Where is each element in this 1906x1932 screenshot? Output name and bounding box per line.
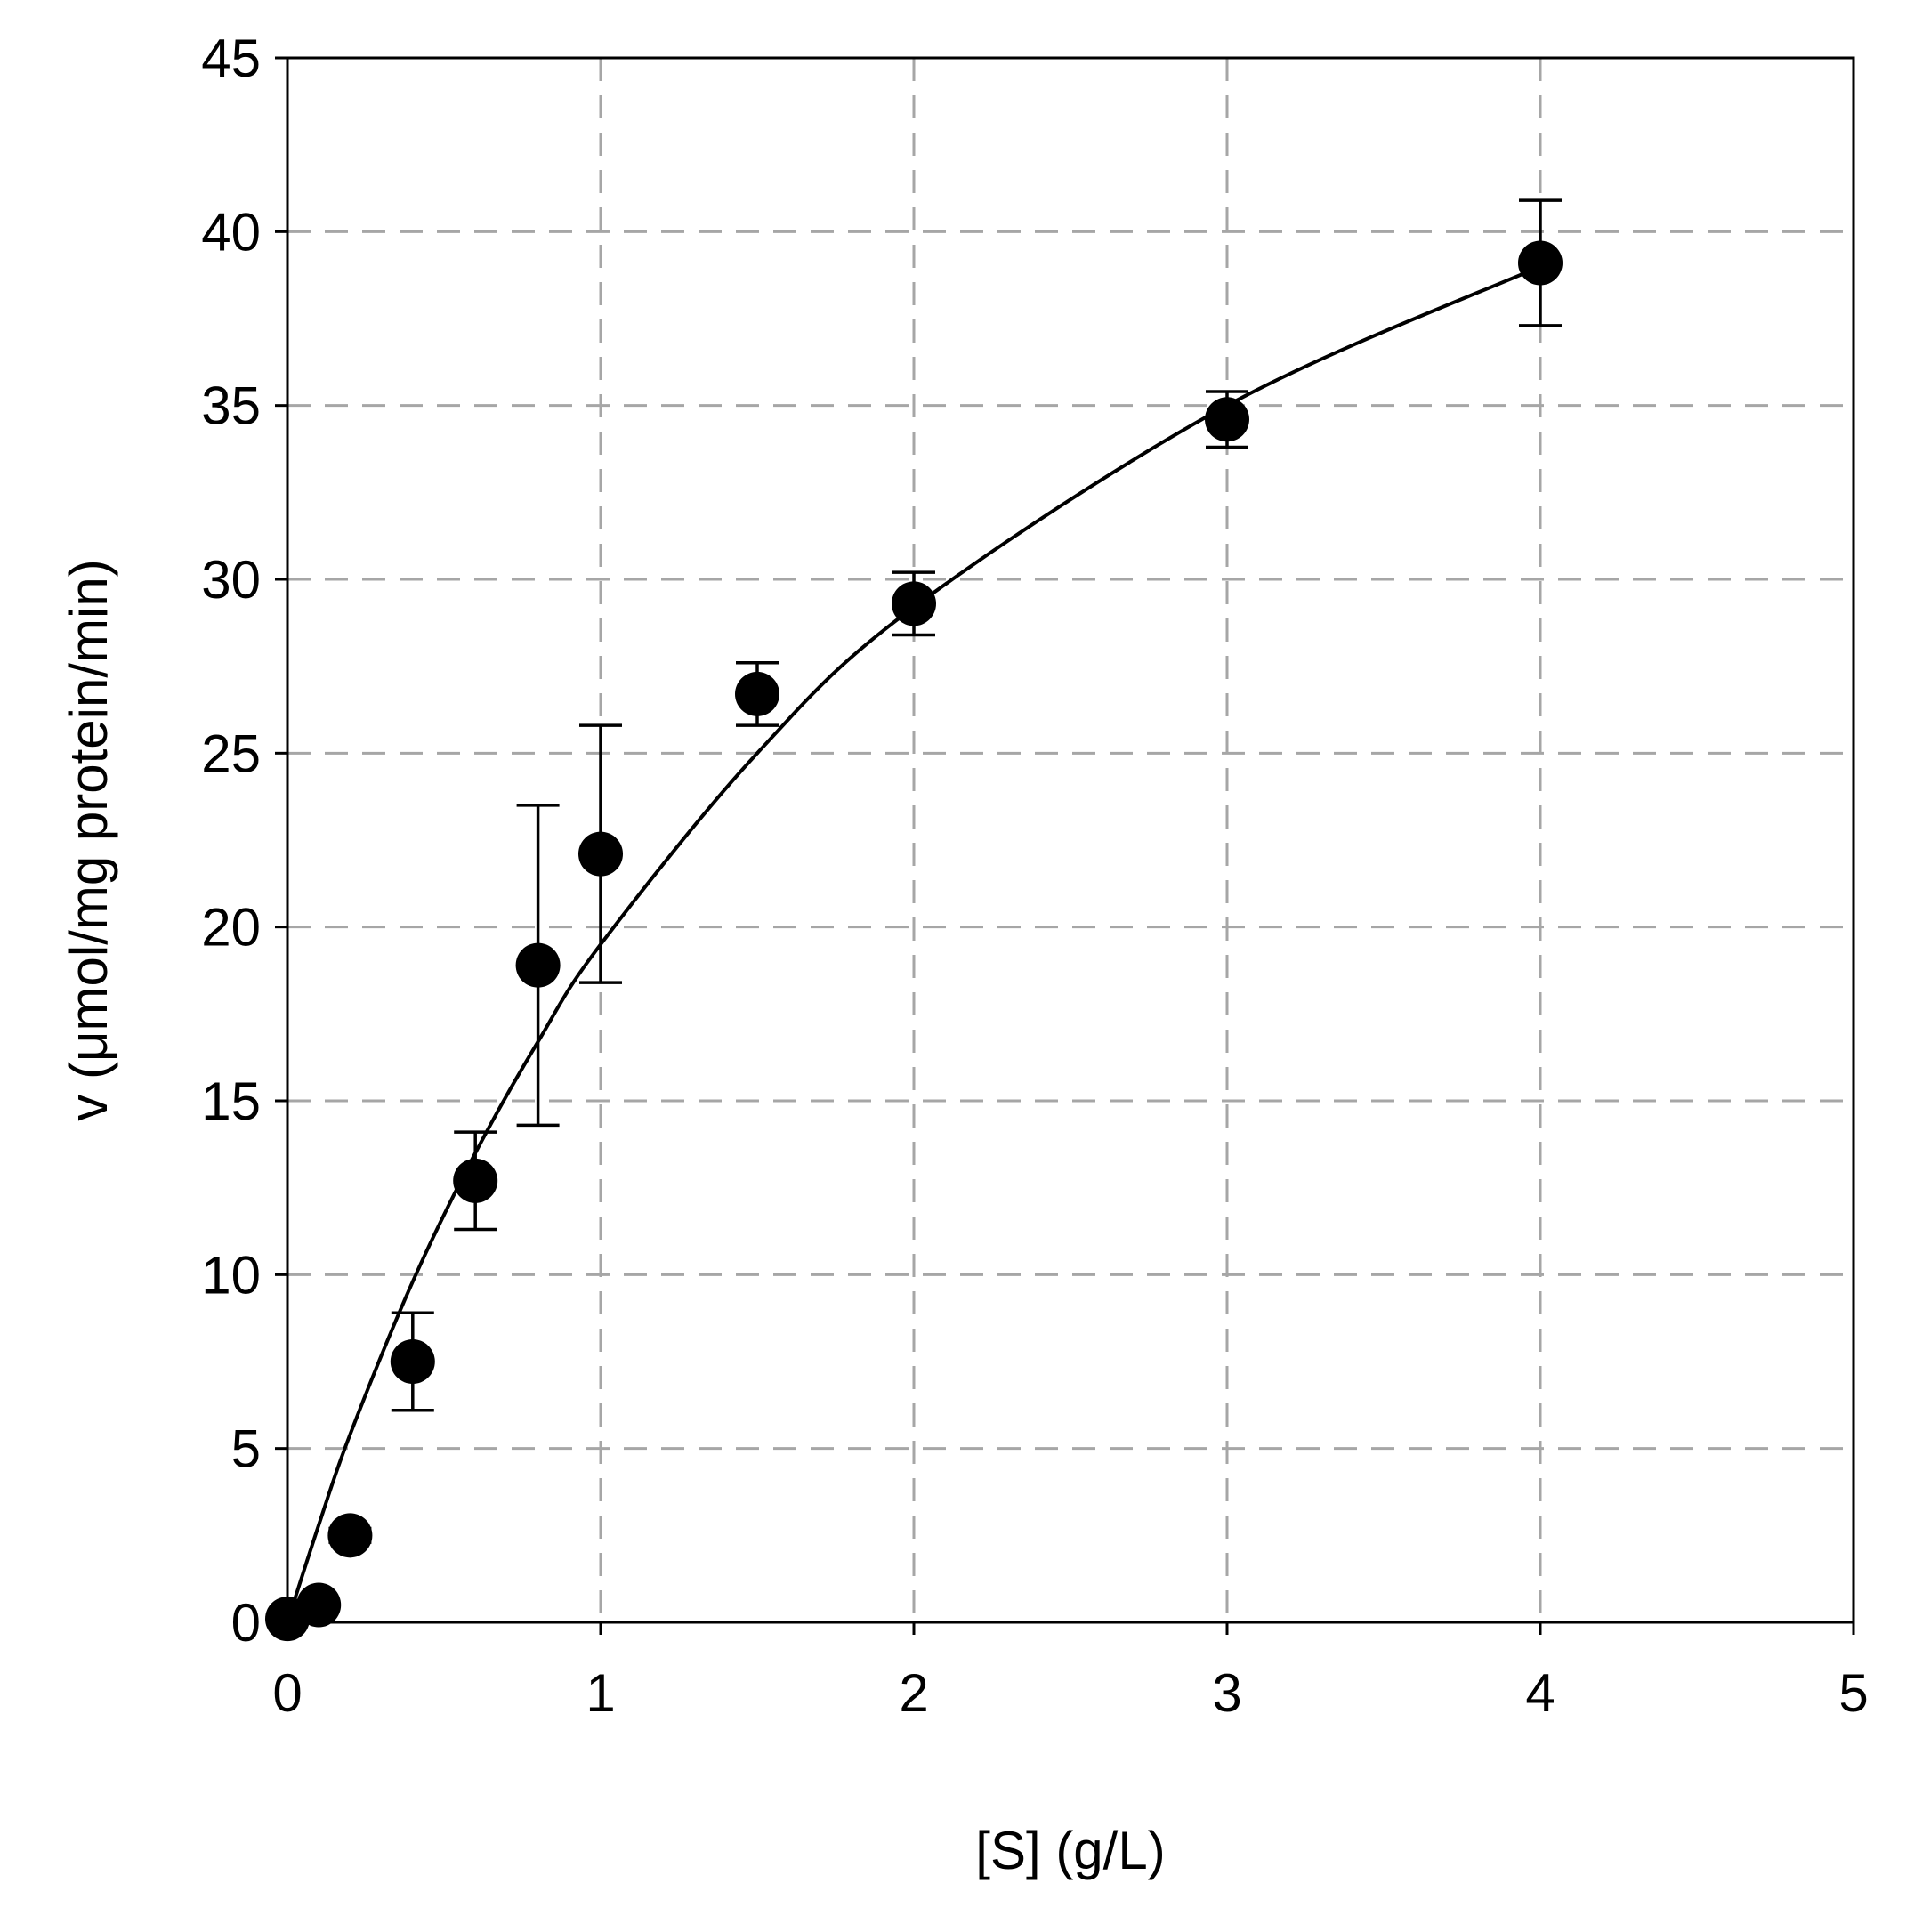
x-axis-title: [S] (g/L) xyxy=(975,1821,1165,1880)
plot-area-frame xyxy=(286,56,1855,1624)
y-tick-label: 5 xyxy=(231,1419,261,1479)
data-point xyxy=(735,661,779,727)
data-point-marker xyxy=(327,1513,373,1558)
x-tick-label: 1 xyxy=(586,1663,615,1723)
x-tick-label: 2 xyxy=(899,1663,928,1723)
data-point-marker xyxy=(1518,240,1563,286)
y-tick-label: 30 xyxy=(201,550,261,610)
data-point xyxy=(892,570,936,637)
data-point xyxy=(578,723,623,984)
grid xyxy=(287,58,1854,1622)
x-tick-label: 4 xyxy=(1525,1663,1555,1723)
data-point xyxy=(390,1311,435,1412)
data-point-marker xyxy=(515,942,561,988)
data-point-marker xyxy=(578,831,623,877)
fit-curve xyxy=(286,264,1541,1623)
data-point xyxy=(1518,198,1563,327)
y-axis-ticks: 0 5 10 15 20 25 30 35 40 45 xyxy=(201,28,287,1653)
y-tick-label: 20 xyxy=(201,898,261,958)
y-tick-label: 45 xyxy=(201,28,261,88)
x-tick-label: 3 xyxy=(1212,1663,1241,1723)
data-point-marker xyxy=(390,1339,435,1384)
y-tick-label: 25 xyxy=(201,723,261,783)
fit-curve-layer xyxy=(286,264,1541,1623)
data-point xyxy=(515,804,561,1128)
x-tick-label: 5 xyxy=(1838,1663,1868,1723)
data-point-marker xyxy=(453,1158,498,1203)
y-tick-label: 35 xyxy=(201,376,261,436)
data-point xyxy=(1205,390,1249,449)
y-tick-label: 15 xyxy=(201,1071,261,1131)
y-tick-label: 10 xyxy=(201,1245,261,1305)
data-point xyxy=(453,1130,498,1232)
data-point-marker xyxy=(735,671,779,716)
data-point-marker xyxy=(296,1582,342,1628)
y-tick-label: 0 xyxy=(231,1593,261,1653)
y-axis-title: v (μmol/mg protein/min) xyxy=(59,559,118,1120)
x-axis-ticks: 0 1 2 3 4 5 xyxy=(272,1622,1869,1723)
data-point xyxy=(296,1582,342,1628)
data-point xyxy=(327,1513,373,1558)
data-points-layer xyxy=(265,198,1563,1642)
y-tick-label: 40 xyxy=(201,202,261,262)
data-point-marker xyxy=(892,581,936,626)
x-tick-label: 0 xyxy=(272,1663,302,1723)
data-point-marker xyxy=(1205,397,1249,442)
